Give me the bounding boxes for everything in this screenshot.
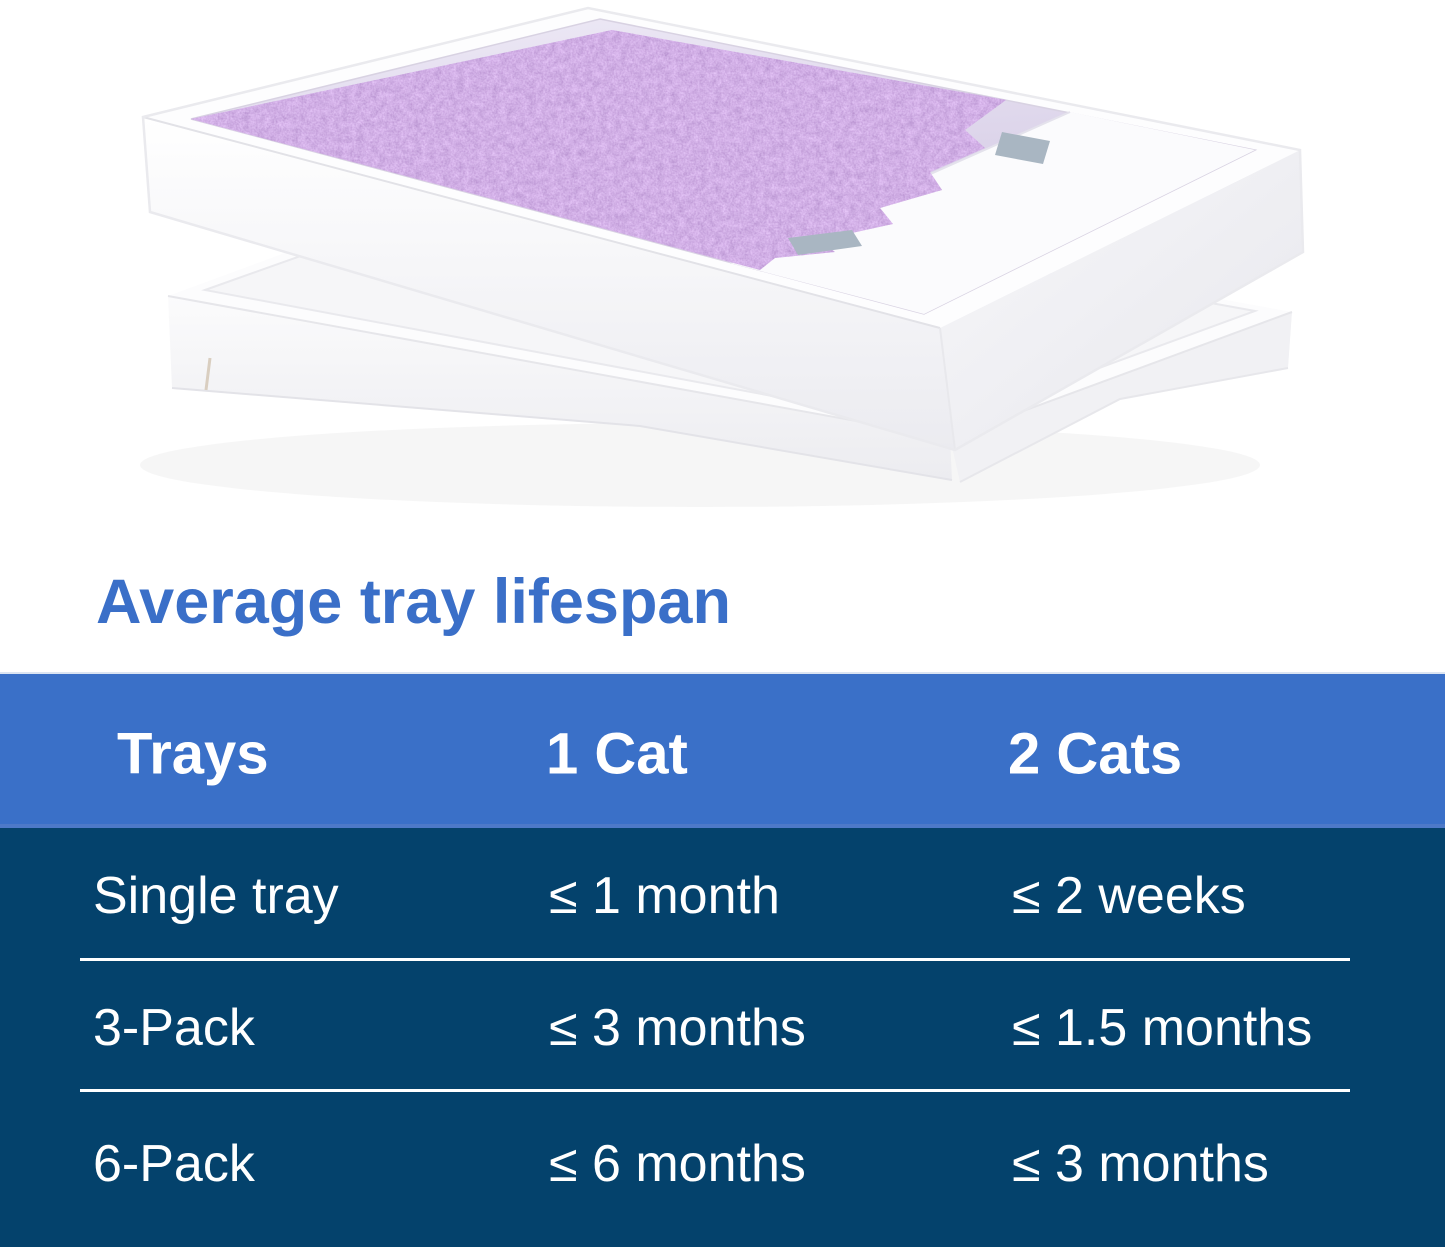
cell-2-cats: ≤ 1.5 months	[1012, 999, 1313, 1057]
tape-tab-back	[995, 132, 1050, 164]
table-row-single-tray: Single tray ≤ 1 month ≤ 2 weeks	[0, 828, 1445, 958]
table-row-3-pack: 3-Pack ≤ 3 months ≤ 1.5 months	[0, 961, 1445, 1089]
table-header-row: Trays 1 Cat 2 Cats	[0, 672, 1445, 828]
column-header-1-cat: 1 Cat	[546, 721, 688, 787]
cell-trays: 3-Pack	[93, 999, 255, 1057]
cell-trays: Single tray	[93, 867, 339, 925]
row-divider	[80, 1089, 1350, 1092]
lifespan-table: Trays 1 Cat 2 Cats Single tray ≤ 1 month…	[0, 672, 1445, 1247]
tape-tab-front	[788, 230, 862, 255]
cell-trays: 6-Pack	[93, 1134, 255, 1193]
row-divider	[80, 958, 1350, 961]
column-header-trays: Trays	[117, 721, 269, 787]
litter-tray	[141, 6, 1305, 452]
cell-2-cats: ≤ 3 months	[1012, 1134, 1269, 1193]
product-photo	[0, 0, 1445, 545]
table-body: Single tray ≤ 1 month ≤ 2 weeks 3-Pack ≤…	[0, 828, 1445, 1247]
tray-front-wall	[143, 117, 955, 450]
page-title: Average tray lifespan	[96, 567, 731, 637]
cell-2-cats: ≤ 2 weeks	[1012, 867, 1246, 925]
table-row-6-pack: 6-Pack ≤ 6 months ≤ 3 months	[0, 1092, 1445, 1247]
cell-1-cat: ≤ 6 months	[549, 1134, 806, 1193]
tray-right-wall	[940, 150, 1303, 450]
column-header-2-cats: 2 Cats	[1008, 721, 1183, 787]
cell-1-cat: ≤ 3 months	[549, 999, 806, 1057]
litter-cover-panel	[730, 112, 1255, 314]
cell-1-cat: ≤ 1 month	[549, 867, 780, 925]
product-photo-svg	[141, 6, 1305, 483]
